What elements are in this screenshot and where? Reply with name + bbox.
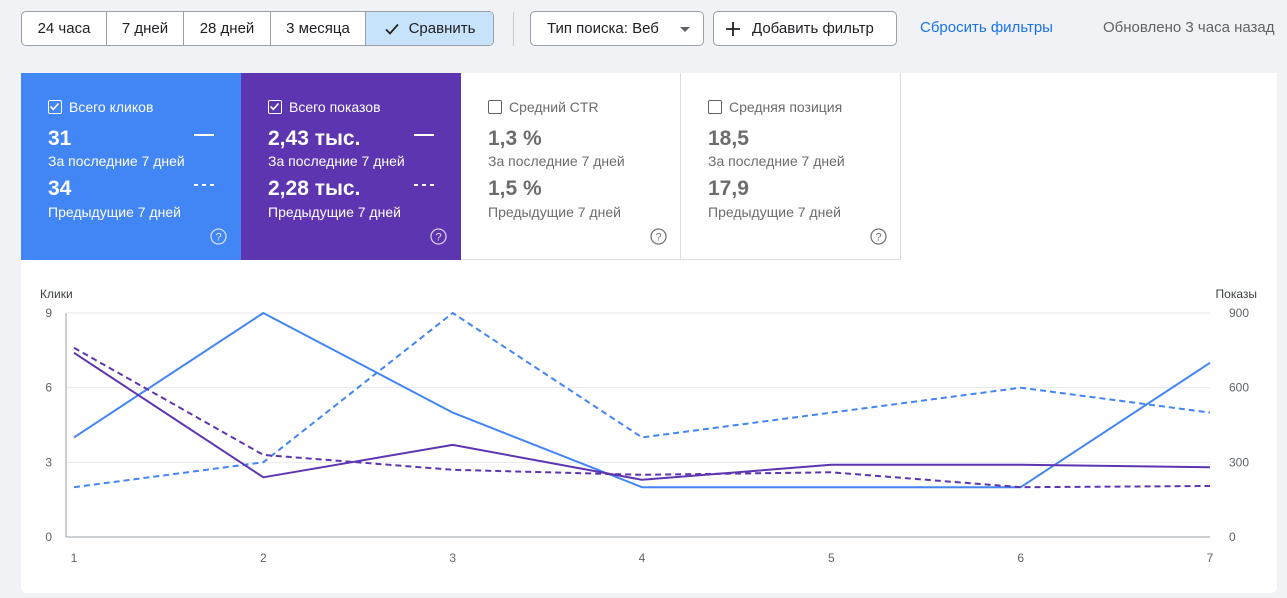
last-updated-text: Обновлено 3 часа назад	[1103, 19, 1275, 36]
metric-previous-value: 17,9	[708, 177, 749, 200]
checkbox-unchecked-icon[interactable]	[708, 100, 722, 114]
range-24h-button[interactable]: 24 часа	[22, 12, 107, 45]
right-tick-label: 900	[1229, 306, 1249, 320]
solid-line-legend-icon	[194, 134, 214, 136]
metric-current-value: 18,5	[708, 127, 749, 150]
checkbox-unchecked-icon[interactable]	[488, 100, 502, 114]
right-axis-title: Показы	[1216, 287, 1257, 301]
dashed-line-legend-icon	[414, 184, 434, 186]
range-7d-label: 7 дней	[121, 20, 169, 37]
help-icon[interactable]: ?	[870, 228, 887, 245]
left-tick-label: 9	[45, 306, 52, 320]
right-tick-label: 300	[1229, 455, 1249, 469]
metric-current-period: За последние 7 дней	[48, 153, 185, 169]
range-24h-label: 24 часа	[37, 20, 91, 37]
metric-previous-period: Предыдущие 7 дней	[48, 204, 181, 220]
svg-text:?: ?	[875, 232, 881, 244]
metric-previous-value: 1,5 %	[488, 177, 542, 200]
help-icon[interactable]: ?	[210, 228, 227, 245]
compare-label: Сравнить	[408, 20, 476, 37]
metric-total-impressions[interactable]: Всего показов 2,43 тыс. За последние 7 д…	[241, 73, 461, 260]
metric-previous-value: 2,28 тыс.	[268, 177, 361, 200]
range-3m-label: 3 месяца	[286, 20, 350, 37]
chart-ticks: 0 3 6 9 0 300 600 900 1 2 3 4 5 6 7	[45, 306, 1249, 565]
help-icon[interactable]: ?	[430, 228, 447, 245]
checkbox-checked-icon[interactable]	[268, 100, 282, 114]
series-line-1	[73, 312, 1211, 489]
metric-total-clicks[interactable]: Всего кликов 31 За последние 7 дней 34 П…	[21, 73, 241, 260]
reset-filters-link[interactable]: Сбросить фильтры	[920, 19, 1053, 36]
x-tick-label: 3	[449, 551, 456, 565]
performance-card: Всего кликов 31 За последние 7 дней 34 П…	[21, 73, 1277, 593]
metric-current-period: За последние 7 дней	[708, 153, 845, 169]
range-28d-button[interactable]: 28 дней	[184, 12, 271, 45]
metric-label: Средняя позиция	[729, 99, 843, 115]
caret-down-icon	[680, 27, 690, 32]
svg-text:?: ?	[215, 232, 221, 244]
metric-current-period: За последние 7 дней	[268, 153, 405, 169]
range-3m-button[interactable]: 3 месяца	[271, 12, 366, 45]
plus-icon	[725, 21, 741, 37]
add-filter-button[interactable]: Добавить фильтр	[713, 11, 897, 46]
check-icon	[384, 21, 400, 37]
toolbar-divider	[513, 12, 514, 46]
metric-previous-period: Предыдущие 7 дней	[488, 204, 621, 220]
metric-current-value: 2,43 тыс.	[268, 127, 361, 150]
metric-current-value: 1,3 %	[488, 127, 542, 150]
add-filter-label: Добавить фильтр	[752, 20, 874, 37]
left-tick-label: 3	[45, 455, 52, 469]
date-range-toolbar: 24 часа 7 дней 28 дней 3 месяца Сравнить	[21, 11, 494, 46]
left-axis-title: Клики	[40, 287, 73, 301]
right-tick-label: 600	[1229, 381, 1249, 395]
series-line-2	[73, 312, 1211, 489]
svg-text:?: ?	[655, 232, 661, 244]
left-tick-label: 6	[45, 381, 52, 395]
svg-text:?: ?	[435, 232, 441, 244]
metric-current-period: За последние 7 дней	[488, 153, 625, 169]
search-type-label: Тип поиска: Веб	[547, 20, 659, 37]
x-tick-label: 6	[1017, 551, 1024, 565]
metric-label: Всего кликов	[69, 99, 154, 115]
chart-series	[73, 312, 1211, 489]
range-28d-label: 28 дней	[199, 20, 255, 37]
x-tick-label: 5	[828, 551, 835, 565]
dashed-line-legend-icon	[194, 184, 214, 186]
x-tick-label: 4	[639, 551, 646, 565]
x-tick-label: 1	[71, 551, 78, 565]
search-type-dropdown[interactable]: Тип поиска: Веб	[530, 11, 704, 46]
metric-previous-value: 34	[48, 177, 72, 200]
help-icon[interactable]: ?	[650, 228, 667, 245]
performance-line-chart: Клики Показы 0 3 6 9 0 300 600 900 1 2 3 4 5 6 7	[40, 287, 1257, 565]
metric-previous-period: Предыдущие 7 дней	[708, 204, 841, 220]
metric-average-position[interactable]: Средняя позиция 18,5 За последние 7 дней…	[681, 73, 901, 260]
x-tick-label: 2	[260, 551, 267, 565]
compare-button[interactable]: Сравнить	[366, 12, 493, 45]
left-tick-label: 0	[45, 530, 52, 544]
right-tick-label: 0	[1229, 530, 1236, 544]
metric-average-ctr[interactable]: Средний CTR 1,3 % За последние 7 дней 1,…	[461, 73, 681, 260]
series-line-4	[73, 346, 1211, 489]
checkbox-checked-icon[interactable]	[48, 100, 62, 114]
range-7d-button[interactable]: 7 дней	[107, 12, 184, 45]
date-range-segmented-control: 24 часа 7 дней 28 дней 3 месяца Сравнить	[21, 11, 494, 46]
solid-line-legend-icon	[414, 134, 434, 136]
x-tick-label: 7	[1207, 551, 1214, 565]
metric-label: Средний CTR	[509, 99, 599, 115]
metric-current-value: 31	[48, 127, 72, 150]
metric-previous-period: Предыдущие 7 дней	[268, 204, 401, 220]
series-line-3	[73, 351, 1211, 481]
chart-grid	[65, 312, 1210, 538]
metric-label: Всего показов	[289, 99, 381, 115]
